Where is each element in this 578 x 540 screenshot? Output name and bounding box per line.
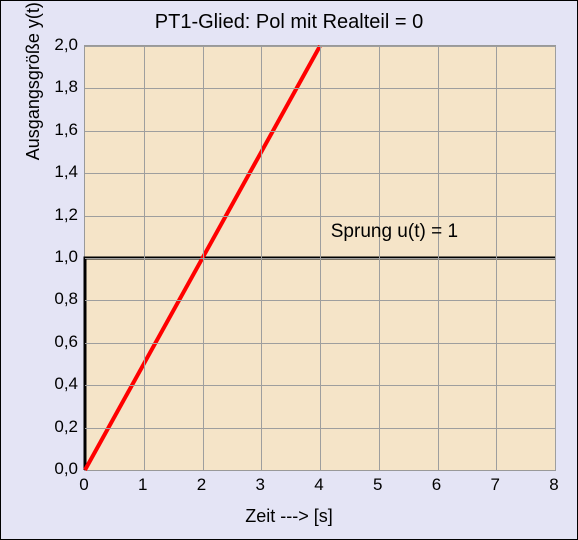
x-tick-label: 5 (373, 475, 382, 495)
grid-h (85, 216, 555, 217)
x-axis-label: Zeit ---> [s] (245, 506, 333, 527)
y-tick-label: 1,4 (54, 162, 78, 182)
grid-h (85, 46, 555, 47)
plot-area (84, 45, 556, 471)
y-tick-label: 0,6 (54, 332, 78, 352)
y-axis-label: Ausgangsgröße y(t) ---> (23, 0, 44, 160)
grid-h (85, 428, 555, 429)
grid-v (555, 46, 556, 470)
y-tick-label: 1,8 (54, 77, 78, 97)
grid-h (85, 258, 555, 259)
y-tick-label: 1,6 (54, 120, 78, 140)
grid-h (85, 173, 555, 174)
x-tick-label: 8 (549, 475, 558, 495)
x-tick-label: 3 (256, 475, 265, 495)
x-tick-label: 4 (314, 475, 323, 495)
y-tick-label: 1,2 (54, 205, 78, 225)
y-tick-label: 1,0 (54, 247, 78, 267)
x-tick-label: 2 (197, 475, 206, 495)
grid-h (85, 343, 555, 344)
step-annotation: Sprung u(t) = 1 (331, 221, 458, 243)
x-tick-label: 0 (79, 475, 88, 495)
grid-h (85, 88, 555, 89)
grid-h (85, 300, 555, 301)
y-tick-label: 0,2 (54, 417, 78, 437)
y-tick-label: 0,8 (54, 289, 78, 309)
y-tick-label: 2,0 (54, 35, 78, 55)
x-tick-label: 7 (491, 475, 500, 495)
x-tick-label: 6 (432, 475, 441, 495)
x-tick-label: 1 (138, 475, 147, 495)
grid-h (85, 131, 555, 132)
grid-h (85, 385, 555, 386)
chart-title: PT1-Glied: Pol mit Realteil = 0 (1, 1, 577, 34)
y-tick-label: 0,0 (54, 459, 78, 479)
plot-container: Sprung u(t) = 1 0123456780,00,20,40,60,8… (84, 45, 554, 469)
y-tick-label: 0,4 (54, 374, 78, 394)
